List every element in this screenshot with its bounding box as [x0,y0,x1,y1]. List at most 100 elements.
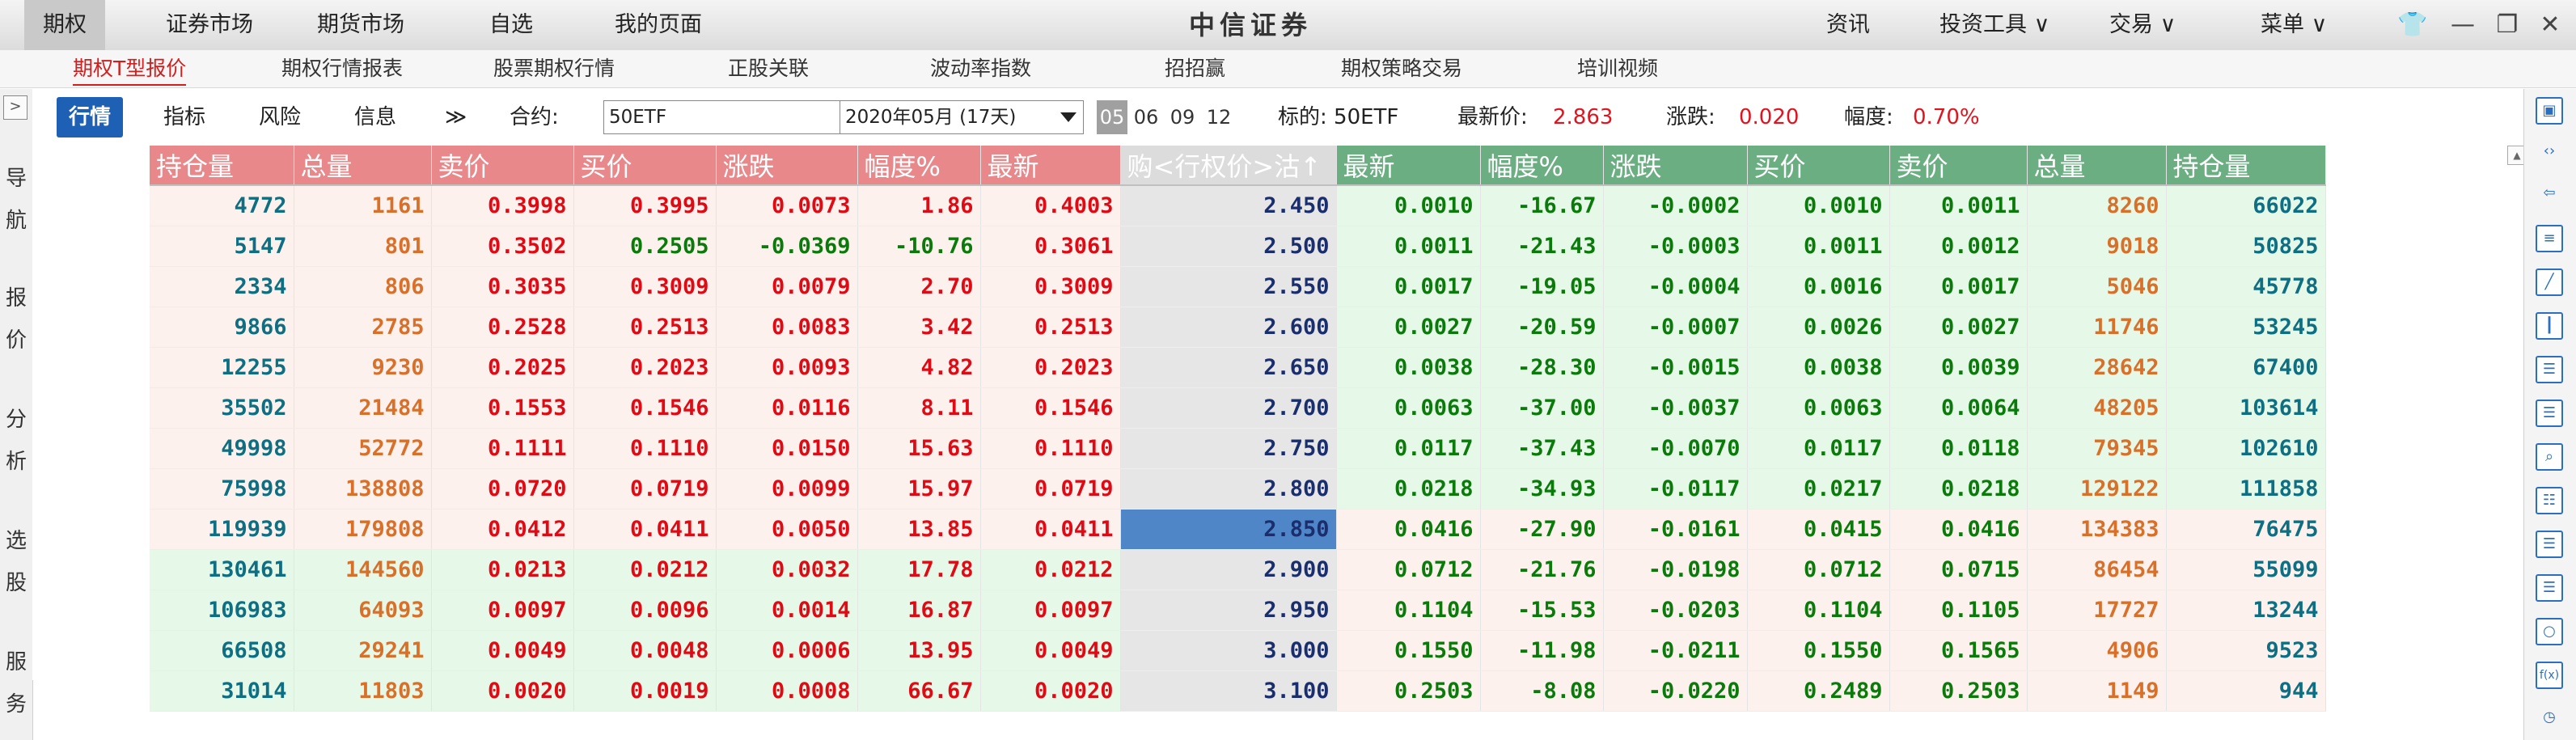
close-icon[interactable]: ✕ [2540,11,2561,39]
cell-put-ask: 0.0012 [1889,226,2028,267]
table-row[interactable]: 106983 64093 0.0097 0.0096 0.0014 16.87 0.0097… [150,590,2326,631]
menu-main[interactable]: 菜单 ∨ [2261,12,2328,37]
tab-zhaozhaoying[interactable]: 招招赢 [1165,57,1226,80]
tab-risk[interactable]: 风险 [259,105,302,129]
nav-char[interactable]: 股 [5,571,27,595]
col-call-oi[interactable]: 持仓量 [150,146,294,186]
menu-futures-market[interactable]: 期货市场 [317,12,404,37]
col-put-change[interactable]: 涨跌 [1603,146,1748,186]
col-call-ask[interactable]: 卖价 [431,146,574,186]
menu-options[interactable]: 期权 [24,0,105,50]
menu-my-page[interactable]: 我的页面 [615,12,702,37]
tab-stock-options[interactable]: 股票期权行情 [493,57,615,80]
cell-strike[interactable]: 2.500 [1120,226,1337,267]
col-call-pct[interactable]: 幅度% [857,146,981,186]
back-arrow-icon[interactable]: ⇦ [2543,184,2556,201]
table-row[interactable]: 12255 9230 0.2025 0.2023 0.0093 4.82 0.2023 2.6… [150,347,2326,388]
cell-strike[interactable]: 3.100 [1120,670,1337,712]
tab-info[interactable]: 信息 [354,105,397,129]
cell-strike[interactable]: 2.550 [1120,266,1337,307]
cell-strike[interactable]: 2.950 [1120,590,1337,631]
tab-underlying-link[interactable]: 正股关联 [728,57,810,80]
list-icon[interactable]: ☰ [2536,356,2563,383]
col-put-oi[interactable]: 持仓量 [2166,146,2326,186]
table-row[interactable]: 5147 801 0.3502 0.2505 -0.0369 -10.76 0.3061 2.… [150,226,2326,267]
code-icon[interactable]: ‹› [2543,142,2556,159]
month-09[interactable]: 09 [1170,106,1195,129]
col-put-volume[interactable]: 总量 [2027,146,2167,186]
document-icon[interactable]: ☰ [2536,531,2563,558]
table-icon[interactable]: ≡ [2536,225,2563,252]
col-put-pct[interactable]: 幅度% [1480,146,1604,186]
menu-news[interactable]: 资讯 [1826,12,1870,37]
month-06[interactable]: 06 [1133,106,1159,129]
circle-icon[interactable]: ○ [2536,618,2563,645]
menu-watchlist[interactable]: 自选 [489,12,533,37]
table-row[interactable]: 4772 1161 0.3998 0.3995 0.0073 1.86 0.4003 2.45… [150,185,2326,226]
col-call-last[interactable]: 最新 [980,146,1121,186]
tab-strategy-trade[interactable]: 期权策略交易 [1341,57,1463,80]
cell-strike[interactable]: 2.650 [1120,347,1337,388]
menu-trade[interactable]: 交易 ∨ [2109,12,2176,37]
grid-icon[interactable]: ☷ [2536,487,2563,514]
cell-strike[interactable]: 2.700 [1120,387,1337,429]
nav-char[interactable]: 导 [5,167,27,191]
search-icon[interactable]: ⌕ [2536,443,2563,471]
table-row[interactable]: 75998 138808 0.0720 0.0719 0.0099 15.97 0.0719… [150,468,2326,510]
cell-strike[interactable]: 2.900 [1120,549,1337,590]
line-chart-icon[interactable]: ╱ [2536,269,2563,296]
tab-training-video[interactable]: 培训视频 [1577,57,1659,80]
table-row[interactable]: 130461 144560 0.0213 0.0212 0.0032 17.78 0.021… [150,549,2326,590]
more-icon[interactable]: ≫ [445,105,467,129]
clock-icon[interactable]: ◷ [2543,708,2556,725]
cell-strike[interactable]: 3.000 [1120,630,1337,671]
note-icon[interactable]: ☰ [2536,574,2563,602]
table-row[interactable]: 35502 21484 0.1553 0.1546 0.0116 8.11 0.1546 2.… [150,387,2326,429]
window-icon[interactable]: ▣ [2536,97,2563,125]
restore-icon[interactable]: ❐ [2496,11,2519,39]
col-strike[interactable]: 购<行权价>沽↑ [1120,146,1337,186]
nav-char[interactable]: 服 [5,650,27,674]
table-row[interactable]: 9866 2785 0.2528 0.2513 0.0083 3.42 0.2513 2.60… [150,307,2326,348]
nav-char[interactable]: 报 [5,286,27,311]
cell-strike[interactable]: 2.450 [1120,185,1337,226]
col-put-bid[interactable]: 买价 [1747,146,1890,186]
table-row[interactable]: 119939 179808 0.0412 0.0411 0.0050 13.85 0.041… [150,509,2326,550]
col-call-volume[interactable]: 总量 [294,146,432,186]
nav-char[interactable]: 选 [5,529,27,553]
report-icon[interactable]: ☰ [2536,400,2563,427]
col-call-change[interactable]: 涨跌 [716,146,858,186]
minimize-icon[interactable]: — [2451,11,2475,39]
cell-strike[interactable]: 2.750 [1120,428,1337,469]
table-row[interactable]: 66508 29241 0.0049 0.0048 0.0006 13.95 0.0049 3… [150,630,2326,671]
skin-icon[interactable]: 👕 [2397,11,2428,39]
cell-strike[interactable]: 2.800 [1120,468,1337,510]
nav-char[interactable]: 航 [5,209,27,233]
contract-select[interactable]: 50ETF [603,100,864,134]
month-05[interactable]: 05 [1097,100,1127,134]
nav-char[interactable]: 务 [5,692,27,717]
nav-char[interactable]: 析 [5,450,27,474]
formula-icon[interactable]: f(x) [2536,662,2563,689]
tab-quote[interactable]: 行情 [57,97,123,137]
expiry-select[interactable]: 2020年05月 (17天) [840,100,1084,134]
table-row[interactable]: 49998 52772 0.1111 0.1110 0.0150 15.63 0.1110 2… [150,428,2326,469]
col-put-ask[interactable]: 卖价 [1889,146,2028,186]
col-put-last[interactable]: 最新 [1336,146,1481,186]
candlestick-icon[interactable]: ┃ [2536,312,2563,340]
col-call-bid[interactable]: 买价 [573,146,717,186]
cell-strike[interactable]: 2.600 [1120,307,1337,348]
nav-char[interactable]: 分 [5,408,27,432]
tab-options-report[interactable]: 期权行情报表 [281,57,404,80]
tab-volatility-index[interactable]: 波动率指数 [930,57,1032,80]
expand-icon[interactable]: > [3,95,27,120]
tab-t-quote[interactable]: 期权T型报价 [73,50,187,87]
nav-char[interactable]: 价 [5,328,27,353]
table-row[interactable]: 2334 806 0.3035 0.3009 0.0079 2.70 0.3009 2.550… [150,266,2326,307]
month-12[interactable]: 12 [1206,106,1232,129]
menu-securities-market[interactable]: 证券市场 [166,12,253,37]
table-row[interactable]: 31014 11803 0.0020 0.0019 0.0008 66.67 0.0020 3… [150,670,2326,712]
cell-strike[interactable]: 2.850 [1120,509,1337,550]
menu-investment-tools[interactable]: 投资工具 ∨ [1939,12,2050,37]
tab-indicator[interactable]: 指标 [163,105,206,129]
